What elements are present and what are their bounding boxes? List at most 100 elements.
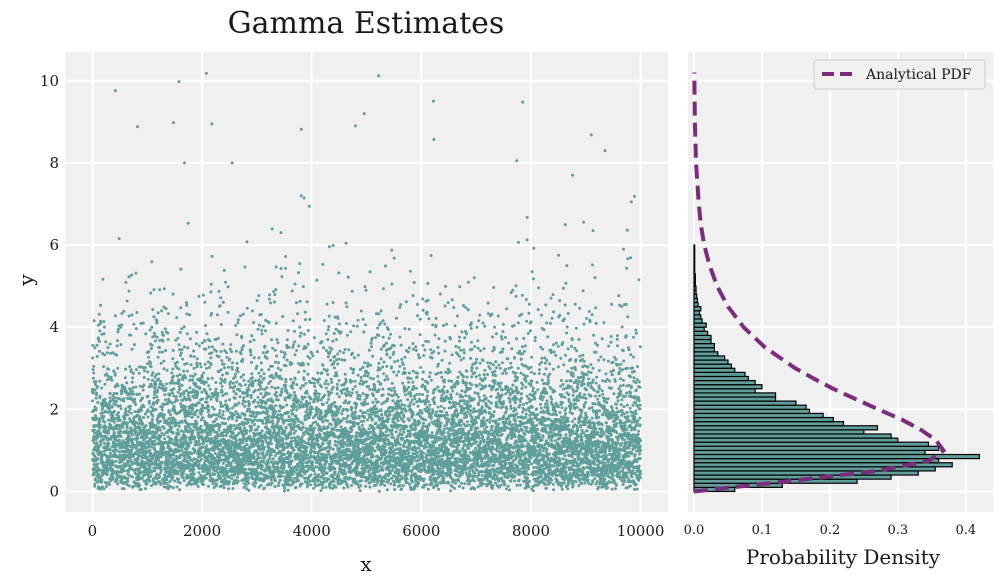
scatter-point — [346, 414, 350, 418]
scatter-point — [91, 387, 94, 391]
scatter-point — [358, 489, 362, 493]
scatter-point — [352, 423, 356, 427]
scatter-point — [239, 352, 243, 356]
scatter-point — [335, 387, 339, 391]
scatter-point — [234, 324, 238, 327]
scatter-point — [252, 338, 256, 342]
scatter-point — [120, 470, 124, 474]
scatter-point — [233, 473, 237, 476]
scatter-point — [309, 473, 313, 477]
scatter-point — [127, 410, 131, 414]
scatter-point — [149, 445, 153, 449]
scatter-point — [262, 372, 266, 376]
scatter-point — [113, 373, 117, 377]
scatter-point — [114, 444, 118, 448]
scatter-point — [171, 486, 175, 490]
scatter-point — [209, 356, 213, 360]
scatter-point — [188, 313, 192, 317]
scatter-point — [329, 423, 333, 426]
scatter-point — [301, 425, 305, 429]
scatter-point — [278, 409, 281, 413]
scatter-point — [221, 413, 225, 417]
scatter-point — [232, 389, 236, 393]
scatter-point — [93, 388, 97, 392]
scatter-point — [147, 350, 151, 354]
scatter-point — [177, 424, 181, 428]
scatter-point — [91, 356, 95, 360]
scatter-point — [293, 353, 297, 357]
scatter-point — [201, 416, 205, 420]
scatter-point — [180, 420, 184, 424]
scatter-point — [215, 417, 219, 421]
scatter-point — [95, 355, 99, 358]
scatter-point — [144, 487, 147, 491]
scatter-point — [121, 424, 125, 428]
scatter-point — [111, 394, 115, 398]
scatter-point — [267, 297, 271, 301]
scatter-point — [344, 461, 348, 465]
scatter-point — [306, 342, 310, 346]
scatter-point — [129, 458, 133, 462]
scatter-point — [146, 377, 150, 381]
scatter-point — [148, 466, 152, 469]
scatter-point — [130, 448, 134, 452]
scatter-point — [181, 444, 185, 448]
scatter-point — [117, 450, 121, 454]
scatter-point — [152, 315, 156, 319]
scatter-point — [93, 382, 97, 386]
scatter-point — [220, 359, 224, 363]
scatter-point — [152, 479, 155, 483]
scatter-point — [113, 420, 116, 424]
scatter-point — [122, 487, 126, 491]
scatter-point — [108, 448, 112, 452]
scatter-point — [317, 377, 321, 381]
scatter-point — [317, 395, 320, 399]
scatter-point — [128, 436, 132, 440]
scatter-point — [346, 485, 350, 489]
scatter-point — [194, 342, 198, 346]
scatter-point — [270, 227, 274, 231]
scatter-point — [257, 438, 261, 442]
scatter-point — [128, 404, 132, 408]
scatter-point — [221, 342, 225, 346]
scatter-point — [207, 408, 211, 412]
scatter-point — [354, 410, 358, 414]
scatter-point — [239, 384, 243, 388]
scatter-point — [273, 485, 277, 488]
scatter-point — [196, 480, 200, 484]
scatter-point — [144, 332, 148, 336]
scatter-point — [266, 410, 270, 414]
scatter-point — [254, 405, 258, 409]
scatter-point — [307, 480, 311, 484]
scatter-point — [189, 440, 193, 444]
scatter-point — [304, 318, 307, 322]
scatter-point — [260, 429, 264, 433]
scatter-point — [177, 367, 181, 371]
scatter-point — [113, 314, 117, 318]
scatter-point — [208, 433, 212, 437]
scatter-point — [222, 417, 226, 421]
scatter-point — [177, 382, 181, 386]
scatter-point — [141, 435, 145, 438]
scatter-point — [231, 487, 235, 490]
scatter-point — [363, 439, 367, 443]
scatter-point — [350, 434, 354, 438]
scatter-point — [143, 369, 146, 373]
scatter-point — [198, 386, 202, 390]
scatter-point — [290, 439, 294, 443]
scatter-point — [321, 442, 325, 446]
scatter-point — [184, 376, 188, 380]
scatter-point — [346, 275, 350, 279]
scatter-point — [315, 350, 319, 354]
scatter-point — [289, 476, 293, 480]
scatter-point — [197, 439, 201, 443]
scatter-point — [213, 452, 217, 455]
scatter-point — [163, 437, 167, 441]
scatter-point — [164, 398, 167, 402]
scatter-point — [189, 374, 192, 378]
scatter-point — [295, 408, 299, 412]
scatter-point — [93, 441, 96, 445]
scatter-point — [231, 361, 234, 365]
scatter-point — [345, 333, 349, 337]
